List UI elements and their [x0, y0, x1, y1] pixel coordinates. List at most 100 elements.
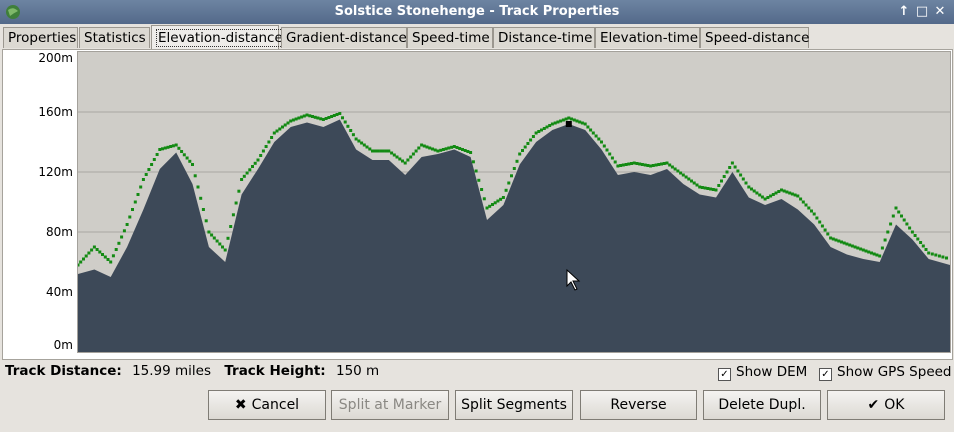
dem-point — [469, 151, 473, 154]
dem-point — [521, 149, 524, 152]
dem-point — [330, 115, 334, 118]
dem-point — [515, 159, 519, 163]
dem-point — [725, 170, 729, 174]
dem-point — [945, 256, 948, 260]
dem-point — [171, 144, 175, 148]
dem-point — [226, 236, 230, 240]
dem-point — [780, 188, 783, 192]
dem-point — [335, 113, 339, 116]
dem-point — [878, 254, 882, 258]
dem-point — [294, 117, 298, 121]
elevation-plot-area[interactable] — [77, 51, 951, 353]
show-dem-checkbox[interactable]: ✓ Show DEM — [718, 364, 807, 381]
dem-point — [311, 115, 314, 118]
dem-point — [627, 162, 631, 166]
dem-point — [616, 164, 620, 168]
dem-point — [324, 117, 328, 120]
dem-point — [850, 244, 854, 248]
dem-point — [428, 146, 432, 150]
reverse-label: Reverse — [610, 397, 667, 413]
dem-point — [875, 253, 879, 257]
dem-point — [553, 121, 557, 125]
keep-above-button[interactable]: ↑ — [898, 4, 910, 19]
dem-point — [493, 201, 497, 205]
dem-point — [703, 186, 707, 190]
dem-point — [447, 146, 451, 150]
dem-point — [136, 193, 140, 196]
dem-point — [463, 149, 467, 152]
split-segments-button[interactable]: Split Segments — [455, 390, 573, 420]
dem-point — [687, 177, 691, 181]
dem-point — [450, 145, 454, 149]
tab-properties[interactable]: Properties — [3, 27, 78, 48]
dem-point — [934, 253, 938, 257]
dem-point — [485, 206, 489, 210]
dem-point — [384, 149, 388, 153]
dem-point — [736, 169, 740, 173]
dem-point — [561, 118, 565, 122]
dem-point — [750, 187, 753, 191]
dem-point — [676, 169, 680, 173]
close-button[interactable]: ✕ — [934, 4, 946, 19]
split-at-marker-button[interactable]: Split at Marker — [331, 390, 449, 420]
dem-point — [395, 155, 399, 159]
dem-point — [316, 116, 320, 120]
dem-point — [534, 131, 538, 135]
dem-point — [480, 188, 484, 191]
dem-point — [531, 135, 535, 138]
dem-point — [327, 116, 331, 119]
tab-label: Statistics — [84, 30, 146, 46]
dem-point — [621, 163, 625, 167]
dem-point — [387, 149, 391, 153]
tab-elevation-time[interactable]: Elevation-time — [595, 27, 700, 48]
dem-point — [300, 115, 304, 119]
dem-point — [512, 167, 516, 170]
dem-point — [458, 147, 462, 150]
dem-point — [297, 116, 301, 120]
reverse-button[interactable]: Reverse — [580, 390, 697, 420]
dem-point — [646, 164, 650, 167]
dem-point — [570, 117, 573, 121]
dem-point — [471, 160, 475, 164]
tab-statistics[interactable]: Statistics — [79, 27, 150, 48]
tab-label: Speed-distance — [705, 30, 810, 46]
dem-point — [504, 188, 508, 192]
dem-point — [883, 238, 887, 242]
dem-point — [916, 237, 920, 241]
dem-point — [799, 197, 803, 201]
y-tick-label: 160m — [38, 105, 73, 119]
dem-point — [567, 116, 571, 120]
dem-point — [908, 226, 912, 230]
dem-point — [578, 120, 582, 124]
cancel-button[interactable]: ✖ Cancel — [208, 390, 326, 420]
tab-gradient-distance[interactable]: Gradient-distance — [281, 27, 407, 48]
delete-duplicates-button[interactable]: Delete Dupl. — [703, 390, 821, 420]
dem-point — [270, 136, 274, 139]
dem-point — [267, 140, 271, 144]
dem-point — [556, 120, 560, 124]
dem-point — [245, 171, 249, 175]
dem-point — [919, 241, 923, 244]
dem-point — [613, 160, 617, 164]
tab-distance-time[interactable]: Distance-time — [493, 27, 595, 48]
dem-point — [673, 167, 677, 171]
dem-point — [174, 143, 178, 147]
dem-point — [201, 208, 205, 211]
ok-button[interactable]: ✔ OK — [827, 390, 945, 420]
dem-point — [455, 146, 459, 149]
checkbox-check-icon: ✓ — [819, 368, 832, 381]
tab-speed-distance[interactable]: Speed-distance — [700, 27, 809, 48]
show-gps-speed-checkbox[interactable]: ✓ Show GPS Speed — [819, 364, 952, 381]
tab-speed-time[interactable]: Speed-time — [407, 27, 493, 48]
dem-point — [709, 187, 713, 191]
dem-point — [371, 149, 374, 153]
dem-point — [941, 255, 945, 259]
dem-point — [155, 153, 159, 156]
dem-point — [111, 254, 115, 258]
dem-point — [714, 188, 718, 192]
tab-elevation-distance[interactable]: Elevation-distance — [151, 25, 285, 49]
dem-point — [125, 223, 129, 226]
dem-point — [662, 162, 666, 165]
maximize-button[interactable]: □ — [915, 4, 929, 19]
dem-point — [150, 163, 154, 166]
